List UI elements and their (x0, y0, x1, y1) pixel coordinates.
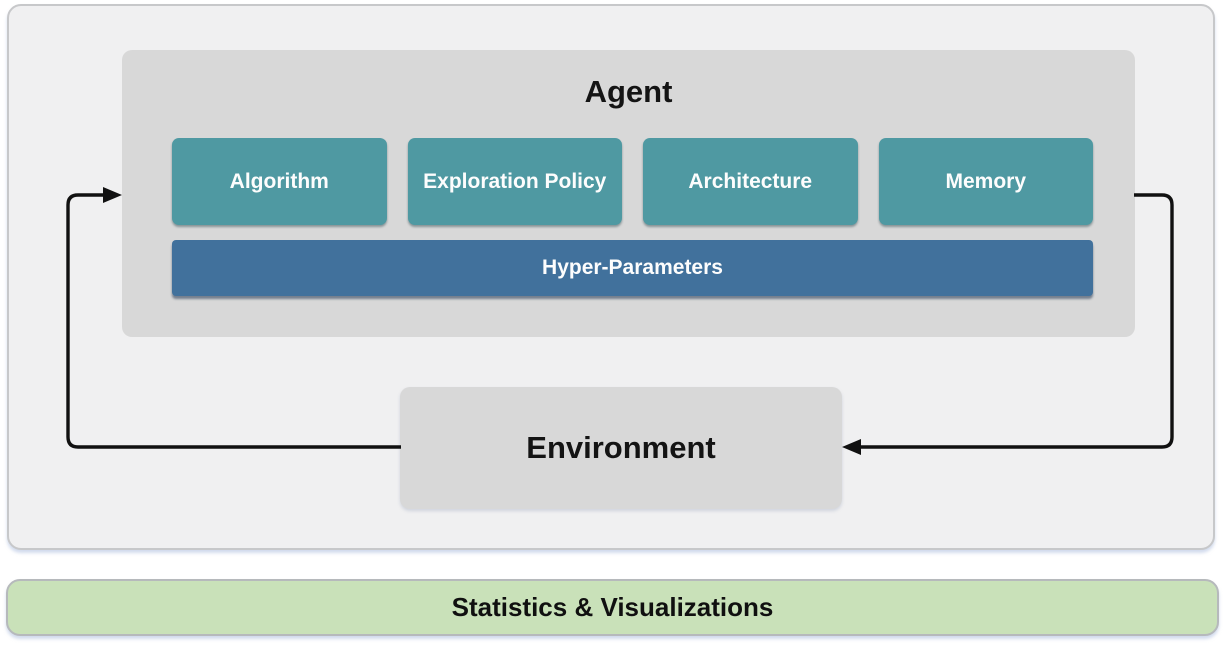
environment-title: Environment (526, 430, 716, 465)
agent-title: Agent (584, 74, 673, 109)
component-box-exploration-policy: Exploration Policy (407, 138, 622, 225)
component-box-memory: Memory (878, 138, 1093, 225)
hyper-parameters-box: Hyper-Parameters (172, 240, 1093, 296)
component-box-algorithm: Algorithm (172, 138, 387, 225)
environment-box: Environment (400, 387, 842, 509)
agent-container: Agent Algorithm Exploration Policy Archi… (122, 50, 1135, 337)
statistics-visualizations-label: Statistics & Visualizations (451, 592, 774, 622)
statistics-visualizations-bar: Statistics & Visualizations (6, 579, 1219, 636)
component-box-architecture: Architecture (643, 138, 858, 225)
agent-components-row: Algorithm Exploration Policy Architectur… (172, 138, 1093, 225)
